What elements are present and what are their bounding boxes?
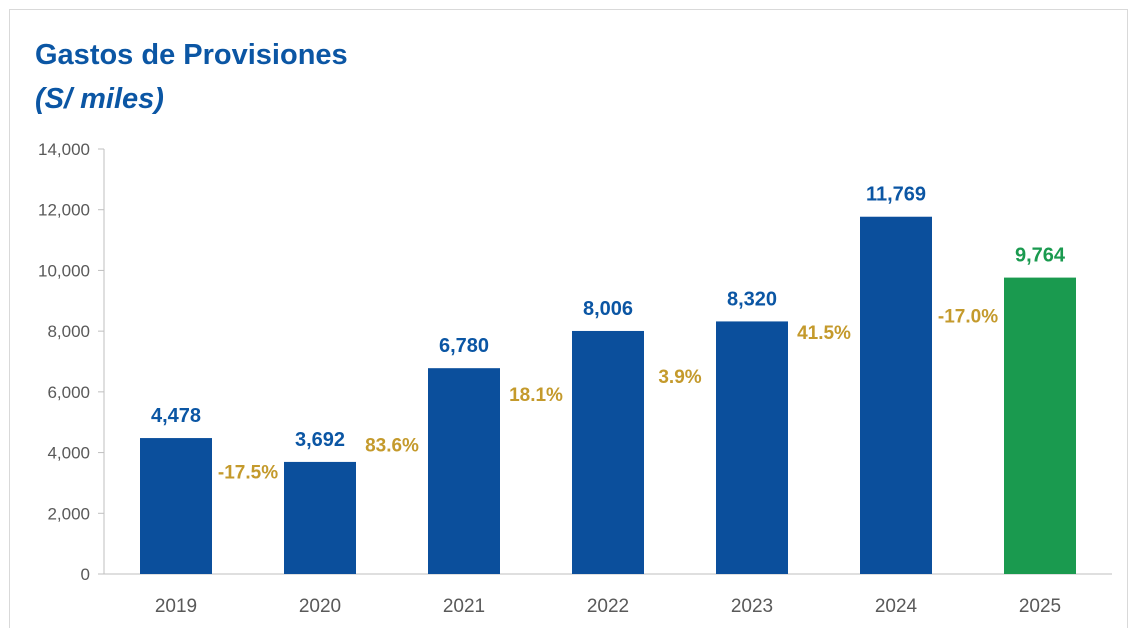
y-tick-label: 14,000 — [38, 140, 90, 159]
x-tick-label: 2019 — [155, 596, 197, 617]
value-label-2021: 6,780 — [439, 335, 489, 357]
growth-label: 83.6% — [365, 436, 419, 457]
value-label-2025: 9,764 — [1015, 245, 1066, 267]
y-axis: 0 2,000 4,000 6,000 8,000 10,000 12,000 14,000 — [38, 140, 105, 584]
chart-title: Gastos de Provisiones — [35, 39, 348, 71]
growth-labels: -17.5% 83.6% 18.1% 3.9% 41.5% -17.0% — [218, 306, 998, 483]
value-labels: 4,478 3,692 6,780 8,006 8,320 11,769 9,764 — [151, 184, 1066, 451]
value-label-2020: 3,692 — [295, 429, 345, 451]
x-tick-label: 2020 — [299, 596, 341, 617]
chart-subtitle: (S/ miles) — [35, 83, 164, 115]
x-tick-label: 2024 — [875, 596, 918, 617]
bar-2020 — [284, 461, 356, 574]
bar-2025 — [1004, 277, 1076, 574]
y-tick-label: 4,000 — [47, 444, 90, 463]
x-axis: 2019 2020 2021 2022 2023 2024 2025 — [104, 573, 1112, 617]
y-tick-label: 8,000 — [47, 322, 90, 341]
y-tick-label: 12,000 — [38, 201, 90, 220]
growth-label: 18.1% — [509, 385, 563, 406]
bar-2021 — [428, 368, 500, 574]
bar-2019 — [140, 438, 212, 574]
bars — [140, 216, 1076, 574]
growth-label: -17.5% — [218, 463, 278, 484]
bar-2024 — [860, 216, 932, 574]
y-tick-label: 10,000 — [38, 261, 90, 280]
y-tick-label: 0 — [81, 565, 90, 584]
x-tick-label: 2023 — [731, 596, 773, 617]
value-label-2024: 11,769 — [866, 184, 926, 206]
y-tick-label: 2,000 — [47, 504, 90, 523]
value-label-2022: 8,006 — [583, 298, 633, 320]
x-tick-label: 2025 — [1019, 596, 1061, 617]
growth-label: 41.5% — [797, 323, 851, 344]
growth-label: 3.9% — [658, 367, 701, 388]
bar-2022 — [572, 330, 644, 574]
growth-label: -17.0% — [938, 306, 998, 327]
value-label-2023: 8,320 — [727, 288, 777, 310]
value-label-2019: 4,478 — [151, 405, 201, 427]
x-tick-label: 2022 — [587, 596, 629, 617]
x-tick-label: 2021 — [443, 596, 485, 617]
bar-2023 — [716, 321, 788, 574]
y-tick-label: 6,000 — [47, 383, 90, 402]
